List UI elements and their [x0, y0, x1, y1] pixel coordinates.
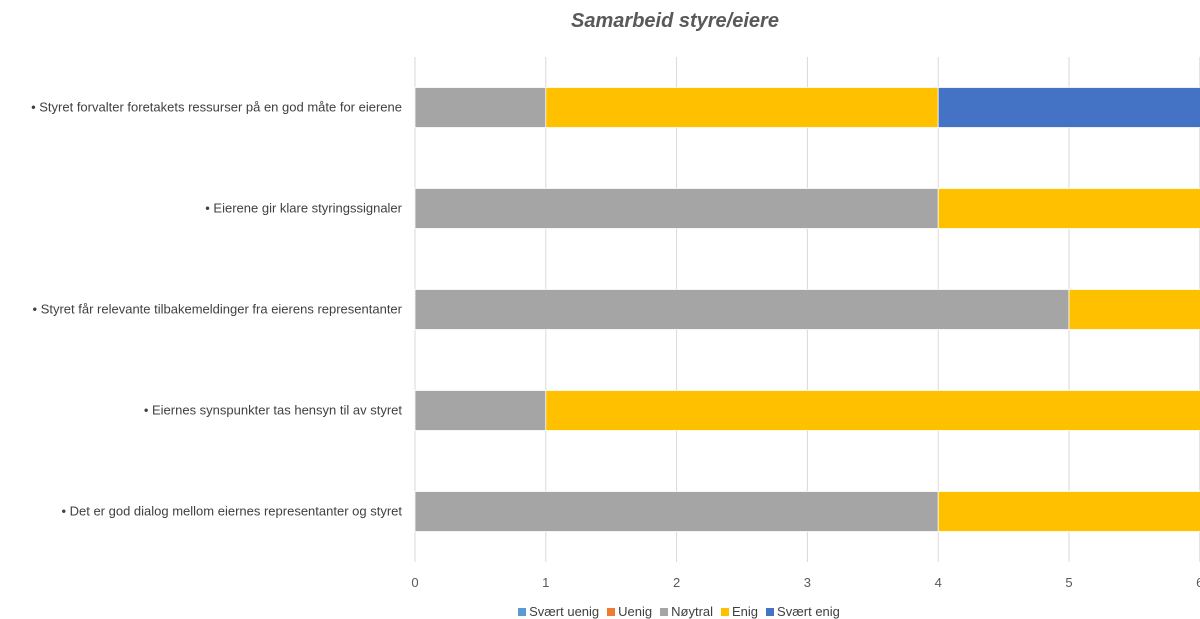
- x-axis-ticks: 0 1 2 3 4 5 6: [411, 575, 1200, 590]
- legend-label: Svært enig: [777, 604, 840, 619]
- category-label: • Eiernes synspunkter tas hensyn til av …: [144, 403, 403, 418]
- legend-item: Nøytral: [660, 604, 713, 619]
- bar-segment: [414, 491, 939, 532]
- bar-segment: [937, 188, 1200, 229]
- x-tick-label: 4: [935, 575, 942, 590]
- x-tick-label: 3: [804, 575, 811, 590]
- x-tick-label: 1: [542, 575, 549, 590]
- legend-swatch: [660, 608, 669, 616]
- category-labels: • Styret forvalter foretakets ressurser …: [31, 100, 403, 519]
- x-tick-label: 5: [1065, 575, 1072, 590]
- category-label: • Eierene gir klare styringssignaler: [205, 201, 402, 216]
- legend-label: Uenig: [618, 604, 653, 619]
- legend-swatch: [721, 608, 730, 616]
- bar-segment: [414, 188, 939, 229]
- bar-segment: [937, 491, 1200, 532]
- legend-label: Svært uenig: [529, 604, 600, 619]
- legend-item: Enig: [721, 604, 758, 619]
- x-tick-label: 0: [411, 575, 418, 590]
- legend-item: Svært enig: [766, 604, 840, 619]
- legend-swatch: [518, 608, 527, 616]
- category-label: • Styret forvalter foretakets ressurser …: [31, 100, 402, 115]
- bar-segment: [545, 390, 1200, 431]
- legend-label: Enig: [732, 604, 759, 619]
- bar-segment: [937, 87, 1200, 128]
- legend-swatch: [766, 608, 775, 616]
- x-tick-label: 6: [1196, 575, 1200, 590]
- bars: [414, 87, 1200, 532]
- legend-swatch: [607, 608, 616, 616]
- x-tick-label: 2: [673, 575, 680, 590]
- bar-segment: [545, 87, 939, 128]
- chart-title: Samarbeid styre/eiere: [571, 10, 779, 32]
- category-label: • Styret får relevante tilbakemeldinger …: [33, 302, 403, 317]
- bar-segment: [1068, 289, 1200, 330]
- bar-segment: [414, 289, 1070, 330]
- bar-segment: [414, 390, 547, 431]
- legend-item: Svært uenig: [518, 604, 599, 619]
- legend-label: Nøytral: [671, 604, 714, 619]
- legend: Svært uenig Uenig Nøytral Enig Svært enig: [0, 604, 1200, 619]
- bar-chart: • Styret forvalter foretakets ressurser …: [31, 57, 1200, 590]
- bar-segment: [414, 87, 547, 128]
- legend-item: Uenig: [607, 604, 652, 619]
- category-label: • Det er god dialog mellom eiernes repre…: [61, 504, 402, 519]
